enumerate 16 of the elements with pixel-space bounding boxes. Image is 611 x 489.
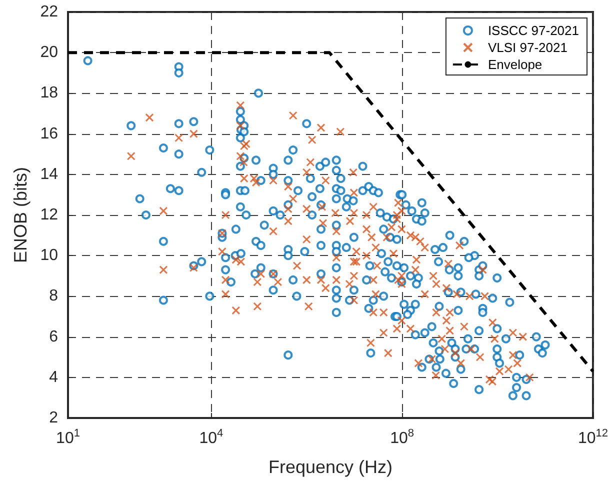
y-tick-label: 16 bbox=[40, 125, 58, 142]
y-tick-label: 8 bbox=[49, 288, 58, 305]
y-axis-title: ENOB (bits) bbox=[10, 166, 30, 264]
y-tick-label: 14 bbox=[40, 166, 58, 183]
x-axis-title: Frequency (Hz) bbox=[268, 457, 393, 477]
y-tick-label: 10 bbox=[40, 247, 58, 264]
y-tick-label: 18 bbox=[40, 84, 58, 102]
y-tick-label: 6 bbox=[49, 328, 58, 346]
legend-label: VLSI 97-2021 bbox=[488, 40, 568, 55]
legend-label: ISSCC 97-2021 bbox=[488, 23, 580, 38]
y-tick-label: 4 bbox=[49, 368, 58, 386]
y-tick-label: 2 bbox=[49, 410, 58, 426]
y-tick-label: 22 bbox=[40, 4, 58, 20]
y-tick-label: 20 bbox=[40, 44, 58, 62]
legend-label: Envelope bbox=[488, 57, 542, 72]
y-tick-label: 12 bbox=[40, 206, 58, 224]
